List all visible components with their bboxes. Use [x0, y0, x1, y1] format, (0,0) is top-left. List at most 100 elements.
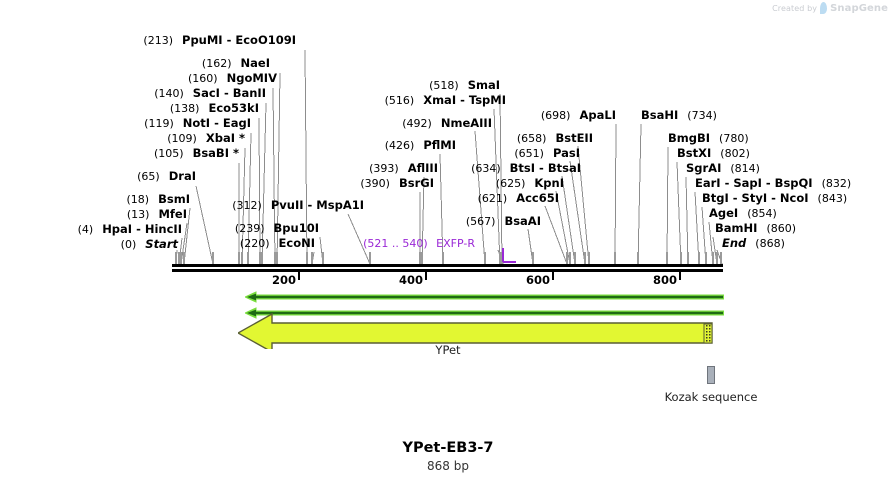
enzyme-name: SgrAI: [686, 161, 722, 175]
enzyme-label-btsi-btsai[interactable]: (634) BtsI - BtsaI: [471, 161, 581, 175]
enzyme-label-bsaai[interactable]: (567) BsaAI: [466, 214, 541, 228]
enzyme-pos: (625): [495, 177, 526, 190]
enzyme-label-xbai[interactable]: (109) XbaI *: [167, 131, 245, 145]
enzyme-label-smai[interactable]: (518) SmaI: [429, 78, 500, 92]
enzyme-label-acc65i[interactable]: (621) Acc65I: [478, 191, 559, 205]
enzyme-label-apali[interactable]: (698) ApaLI: [540, 108, 617, 122]
enzyme-name: BstEII: [555, 131, 593, 145]
enzyme-pos: (780): [719, 132, 749, 145]
enzyme-pos: (634): [471, 162, 501, 175]
enzyme-label-bsabi[interactable]: (105) BsaBI *: [154, 146, 239, 160]
feature-box-kozak[interactable]: [707, 366, 715, 384]
enzyme-label-pasi[interactable]: (651) PasI: [514, 146, 580, 160]
enzyme-pos: (162): [201, 57, 232, 70]
sequence-ruler-line-top: [172, 264, 723, 267]
enzyme-label-kpni[interactable]: (625) KpnI: [495, 177, 564, 190]
enzyme-label-bstei[interactable]: (658) BstEII: [516, 131, 593, 145]
enzyme-label-xmai-tspmi[interactable]: (516) XmaI - TspMI: [384, 94, 506, 107]
enzyme-name: BsrGI: [399, 176, 434, 190]
enzyme-label-bsahi[interactable]: BsaHI (734): [641, 108, 717, 122]
enzyme-pos: (860): [766, 222, 797, 235]
enzyme-label-drai[interactable]: (65) DraI: [137, 169, 196, 183]
enzyme-name: AflIII: [407, 161, 438, 175]
enzyme-name: Acc65I: [516, 191, 559, 205]
primer-name: EXFP-R: [436, 237, 475, 250]
enzyme-label-ppumi[interactable]: (213) PpuMI - EcoO109I: [143, 34, 296, 47]
enzyme-label-afliii[interactable]: (393) AflIII: [369, 161, 438, 175]
enzyme-pos: (492): [402, 117, 432, 130]
enzyme-name: NotI - EagI: [182, 116, 251, 130]
enzyme-name: NmeAIII: [440, 116, 492, 130]
enzyme-pos: (698): [540, 109, 571, 122]
enzyme-pos: (109): [167, 132, 197, 145]
enzyme-label-ngomiv[interactable]: (160) NgoMIV: [188, 71, 277, 85]
ruler-tick-800: [679, 272, 681, 280]
feature-label-ypet: YPet: [435, 343, 461, 357]
enzyme-pos: (312): [232, 199, 262, 212]
enzyme-pos: (138): [169, 102, 200, 115]
enzyme-pos: (18): [126, 193, 150, 206]
enzyme-label-bamhi[interactable]: BamHI (860): [715, 222, 797, 235]
snapgene-watermark: Created by SnapGene: [772, 2, 888, 14]
enzyme-label-noti-eagi[interactable]: (119) NotI - EagI: [144, 116, 251, 130]
enzyme-label-naei[interactable]: (162) NaeI: [201, 56, 270, 70]
enzyme-label-bpu10i[interactable]: (239) Bpu10I: [235, 222, 319, 234]
enzyme-pos: (516): [384, 94, 415, 107]
enzyme-name: XbaI *: [205, 131, 245, 145]
enzyme-label-btgi-styi-ncoi[interactable]: BtgI - StyI - NcoI (843): [702, 192, 847, 204]
ruler-tick-400: [425, 272, 427, 280]
primer-range: (521 .. 540): [363, 237, 428, 250]
enzyme-name: NaeI: [240, 56, 270, 70]
enzyme-label-sgrai[interactable]: SgrAI (814): [686, 161, 760, 175]
enzyme-pos: (518): [429, 79, 459, 92]
enzyme-name: PasI: [552, 146, 580, 160]
ruler-tick-200: [298, 272, 300, 280]
enzyme-name: MfeI: [158, 207, 187, 221]
ruler-tick-label-600: 600: [525, 273, 550, 287]
enzyme-name: SmaI: [467, 78, 500, 92]
enzyme-name: ApaLI: [579, 108, 617, 122]
enzyme-name: HpaI - HincII: [102, 222, 182, 236]
enzyme-label-hpai-hincii[interactable]: (4) HpaI - HincII: [78, 222, 182, 236]
enzyme-label-bmgbi[interactable]: BmgBI (780): [668, 131, 749, 145]
marker-pos: (0): [120, 238, 137, 251]
enzyme-label-saci-banii[interactable]: (140) SacI - BanII: [154, 87, 266, 99]
enzyme-name: BtsI - BtsaI: [509, 161, 581, 175]
enzyme-label-mfei[interactable]: (13) MfeI: [127, 207, 187, 221]
marker-name: Start: [145, 237, 178, 251]
enzyme-pos: (426): [384, 139, 415, 152]
snapgene-droplet-icon: [820, 2, 828, 14]
enzyme-name: PflMI: [423, 138, 456, 152]
enzyme-pos: (658): [516, 132, 547, 145]
enzyme-name: BmgBI: [668, 131, 711, 145]
enzyme-pos: (65): [137, 170, 160, 183]
enzyme-label-bsmi[interactable]: (18) BsmI: [126, 193, 190, 206]
feature-arrow-ypet[interactable]: [238, 313, 723, 349]
enzyme-name: NgoMIV: [226, 71, 277, 85]
enzyme-label-pvuii-mspa1i[interactable]: (312) PvuII - MspA1I: [232, 199, 364, 212]
enzyme-label-bstxi[interactable]: BstXI (802): [677, 147, 750, 159]
marker-pos: (868): [755, 237, 785, 250]
orf-arrows[interactable]: [245, 291, 765, 325]
feature-label-kozak: Kozak sequence: [664, 390, 758, 404]
enzyme-label-econi[interactable]: (220) EcoNI: [240, 237, 315, 249]
enzyme-label-agei[interactable]: AgeI (854): [709, 207, 777, 219]
sequence-ruler-line-bottom: [172, 269, 723, 272]
enzyme-pos: (213): [143, 34, 173, 47]
enzyme-pos: (393): [369, 162, 399, 175]
enzyme-name: BsaHI: [641, 108, 679, 122]
enzyme-label-eari-sapi-bspqi[interactable]: EarI - SapI - BspQI (832): [695, 177, 852, 190]
enzyme-pos: (832): [821, 177, 852, 190]
enzyme-name: DraI: [168, 169, 196, 183]
marker-label-end[interactable]: End (868): [722, 237, 785, 250]
enzyme-pos: (160): [188, 72, 218, 85]
marker-label-start[interactable]: (0) Start: [120, 237, 178, 251]
primer-label-exfp-r[interactable]: (521 .. 540) EXFP-R: [363, 238, 475, 249]
enzyme-name: BsaAI: [504, 214, 541, 228]
enzyme-label-eco53ki[interactable]: (138) Eco53kI: [169, 102, 259, 115]
enzyme-label-bsrgi[interactable]: (390) BsrGI: [360, 176, 434, 190]
enzyme-name: BsaBI *: [192, 146, 239, 160]
enzyme-label-nmeaiii[interactable]: (492) NmeAIII: [402, 116, 492, 130]
enzyme-label-pflmi[interactable]: (426) PflMI: [384, 138, 456, 152]
